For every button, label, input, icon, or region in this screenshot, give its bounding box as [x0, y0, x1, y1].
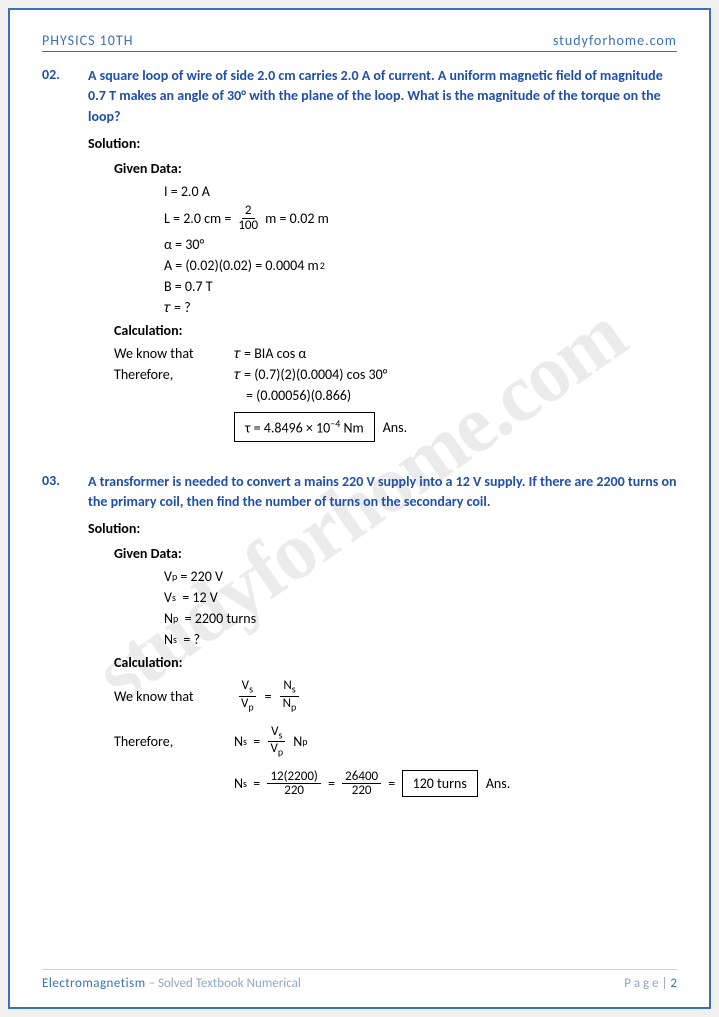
page-container: studyforhome.com PHYSICS 10TH studyforho…: [8, 8, 711, 1009]
given-line: Vs = 12 V: [164, 589, 677, 606]
answer-line: Ns = 12(2200)220 = 26400220 = 120 turns …: [114, 770, 677, 798]
given-line: Ns = ?: [164, 631, 677, 648]
calc-line: We know that 𝜏 = BIA cos α: [114, 345, 677, 362]
calculation-heading: Calculation:: [114, 322, 677, 339]
calculation-heading: Calculation:: [114, 654, 677, 671]
given-data-heading: Given Data:: [114, 545, 677, 562]
question-text: A transformer is needed to convert a mai…: [88, 472, 677, 513]
question-block-02: 02. A square loop of wire of side 2.0 cm…: [42, 66, 677, 446]
given-line: L = 2.0 cm = 2100 m = 0.02 m: [164, 204, 677, 232]
calc-line: We know that VsVp = NsNp: [114, 679, 677, 712]
given-line: B = 0.7 T: [164, 278, 677, 295]
calc-line: = (0.00056)(0.866): [234, 387, 677, 404]
content-area: 02. A square loop of wire of side 2.0 cm…: [42, 66, 677, 959]
given-line: I = 2.0 A: [164, 183, 677, 200]
page-footer: Electromagnetism – Solved Textbook Numer…: [42, 969, 677, 991]
calc-line: Therefore, 𝜏 = (0.7)(2)(0.0004) cos 30°: [114, 366, 677, 383]
given-line: Vp = 220 V: [164, 568, 677, 585]
page-header: PHYSICS 10TH studyforhome.com: [42, 32, 677, 52]
given-line: 𝜏 = ?: [164, 299, 677, 316]
footer-topic: Electromagnetism: [42, 976, 146, 991]
question-number: 03.: [42, 472, 88, 802]
header-left: PHYSICS 10TH: [42, 32, 133, 49]
answer-box: 120 turns: [402, 770, 478, 797]
question-block-03: 03. A transformer is needed to convert a…: [42, 472, 677, 802]
answer-box: τ = 4.8496 × 10−4 Nm: [234, 412, 375, 442]
given-data-heading: Given Data:: [114, 160, 677, 177]
given-line: Np = 2200 turns: [164, 610, 677, 627]
question-number: 02.: [42, 66, 88, 446]
given-line: α = 30°: [164, 236, 677, 253]
header-right: studyforhome.com: [553, 32, 677, 49]
solution-heading: Solution:: [88, 520, 677, 537]
given-line: A = (0.02)(0.02) = 0.0004 m2: [164, 257, 677, 274]
answer-line: τ = 4.8496 × 10−4 Nm Ans.: [234, 412, 677, 442]
solution-heading: Solution:: [88, 135, 677, 152]
footer-subtopic: – Solved Textbook Numerical: [149, 976, 301, 991]
question-text: A square loop of wire of side 2.0 cm car…: [88, 66, 677, 127]
calc-line: Therefore, Ns = VsVp Np: [114, 725, 677, 758]
page-number: P a g e | 2: [624, 976, 677, 991]
